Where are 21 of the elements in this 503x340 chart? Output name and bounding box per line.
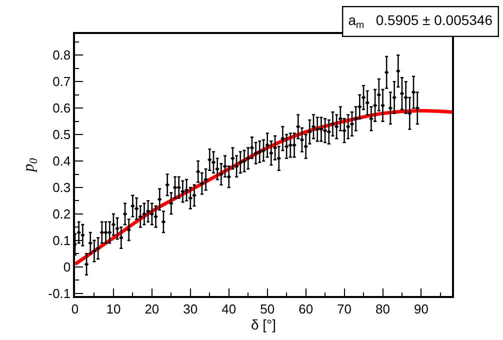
text: a$_{m}$ 0.5905 ± 0.005346 xyxy=(348,12,493,32)
y-tick-label: 0.7 xyxy=(52,74,71,90)
y-tick-label: 0.4 xyxy=(52,154,71,169)
x-tick-label: 60 xyxy=(298,301,314,316)
x-tick-label: 10 xyxy=(106,301,121,316)
y-tick-label: 0.3 xyxy=(52,180,71,196)
y-tick-label: 0.6 xyxy=(52,100,71,116)
x-tick-label: 40 xyxy=(222,301,236,316)
y-tick-label: -0.1 xyxy=(48,286,71,301)
y-tick-label: 0.8 xyxy=(52,48,71,63)
x-axis-title: δ [°] xyxy=(250,316,276,332)
y-tick-label: 0 xyxy=(63,259,71,274)
x-tick-label: 70 xyxy=(337,301,352,316)
x-tick-label: 30 xyxy=(183,301,198,316)
y-tick-label: 0.1 xyxy=(52,232,71,248)
y-tick-label: 0.2 xyxy=(52,206,71,222)
y-tick-label: 0.5 xyxy=(52,127,71,142)
x-tick-label: 80 xyxy=(376,301,390,316)
x-tick-label: 50 xyxy=(260,301,275,316)
x-tick-label: 90 xyxy=(414,301,428,316)
x-tick-label: 20 xyxy=(144,301,160,316)
